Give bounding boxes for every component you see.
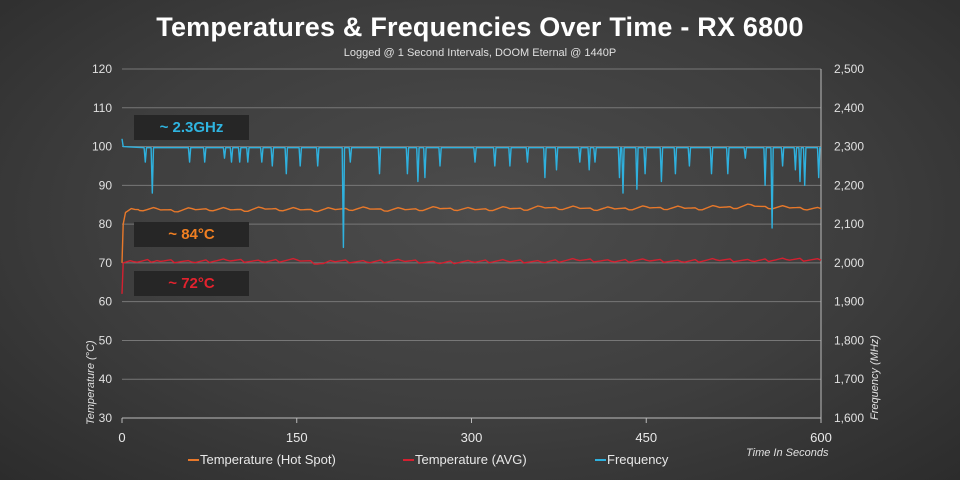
y-tick-label: 70: [99, 256, 113, 270]
y2-tick-label: 2,000: [834, 256, 864, 270]
y2-tick-label: 1,800: [834, 333, 864, 347]
y2-tick-label: 2,500: [834, 62, 864, 76]
x-tick-label: 0: [118, 430, 125, 445]
annotation-avg: ~ 72°C: [134, 271, 249, 296]
series-line-temperature-hot-spot: [121, 203, 822, 263]
x-tick-label: 150: [286, 430, 308, 445]
x-tick-label: 600: [810, 430, 832, 445]
y-axis-title: Temperature (°C): [85, 340, 97, 425]
y-tick-label: 50: [99, 333, 113, 347]
y2-tick-label: 1,700: [834, 372, 864, 386]
x-tick-label: 300: [461, 430, 483, 445]
y2-tick-label: 2,300: [834, 140, 864, 154]
annotation-hotspot: ~ 84°C: [134, 222, 249, 247]
series-line-temperature-avg: [121, 257, 822, 294]
chart-subtitle: Logged @ 1 Second Intervals, DOOM Eterna…: [343, 47, 617, 59]
chart-title: Temperatures & Frequencies Over Time - R…: [156, 12, 804, 42]
legend-label: Frequency: [607, 452, 669, 467]
y-tick-label: 30: [99, 411, 113, 425]
y2-tick-label: 1,600: [834, 411, 864, 425]
y-tick-label: 120: [92, 62, 112, 76]
x-axis-title: Time In Seconds: [746, 447, 829, 459]
legend-label: Temperature (Hot Spot): [200, 452, 336, 467]
y2-tick-label: 2,200: [834, 178, 864, 192]
y2-tick-label: 2,100: [834, 217, 864, 231]
y-tick-label: 60: [99, 295, 113, 309]
y2-tick-label: 2,400: [834, 101, 864, 115]
legend-swatch: [188, 458, 199, 461]
y-tick-label: 110: [93, 101, 112, 115]
legend-swatch: [403, 458, 414, 461]
y2-tick-label: 1,900: [834, 295, 864, 309]
legend-item-avg: Temperature (AVG): [403, 452, 527, 467]
y-tick-label: 80: [99, 217, 113, 231]
x-tick-label: 450: [635, 430, 657, 445]
series-line-frequency: [121, 138, 821, 249]
legend-label: Temperature (AVG): [415, 452, 527, 467]
legend-swatch: [595, 458, 606, 461]
y2-axis-title: Frequency (MHz): [869, 335, 881, 420]
legend-item-frequency: Frequency: [595, 452, 668, 467]
legend-item-hotspot: Temperature (Hot Spot): [188, 452, 336, 467]
y-tick-label: 90: [99, 178, 113, 192]
y-tick-label: 100: [92, 140, 112, 154]
annotation-frequency: ~ 2.3GHz: [134, 115, 249, 140]
y-tick-label: 40: [99, 372, 113, 386]
